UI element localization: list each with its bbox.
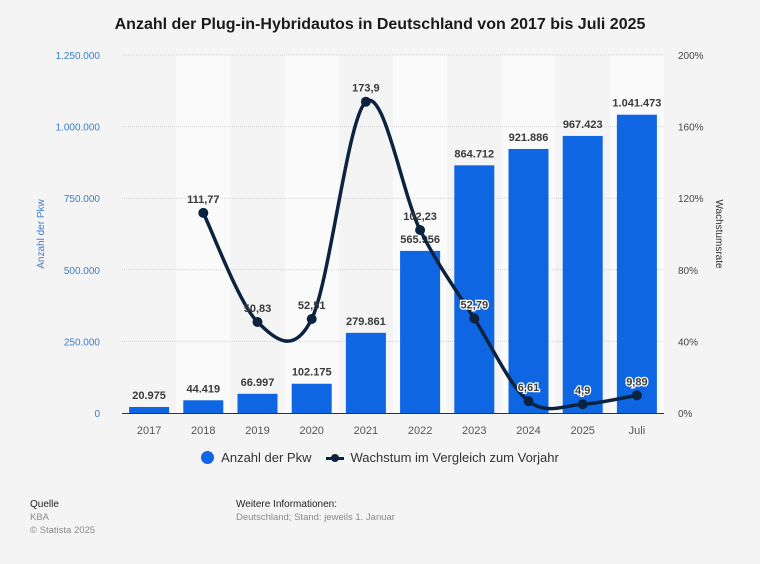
- bar-value-label: 864.712: [454, 148, 494, 160]
- growth-point: [577, 399, 588, 410]
- bar-value-label: 921.886: [509, 132, 549, 144]
- x-tick-label: 2020: [299, 425, 323, 437]
- growth-point: [360, 96, 371, 107]
- x-tick-label: 2021: [354, 425, 378, 437]
- y2-tick-label: 120%: [678, 194, 704, 205]
- legend-item-bars[interactable]: Anzahl der Pkw: [201, 450, 312, 465]
- x-tick-label: 2025: [570, 425, 594, 437]
- growth-point: [469, 313, 480, 324]
- info-heading: Weitere Informationen:: [236, 499, 337, 510]
- bar-value-label: 967.423: [563, 119, 603, 131]
- info-text: Deutschland; Stand: jeweils 1. Januar: [236, 512, 395, 523]
- growth-value-label: 111,77: [187, 194, 219, 206]
- legend-bar-label: Anzahl der Pkw: [221, 450, 312, 465]
- growth-value-label: 6,61: [518, 382, 539, 394]
- bar: [562, 135, 603, 413]
- info-block: Weitere Informationen: Deutschland; Stan…: [236, 498, 395, 524]
- bar: [454, 165, 495, 413]
- x-tick-label: 2024: [516, 425, 540, 437]
- growth-value-label: 9,89: [626, 376, 647, 388]
- x-tick-label: 2018: [191, 425, 215, 437]
- x-tick-label: 2023: [462, 425, 486, 437]
- bar-value-label: 279.861: [346, 316, 386, 328]
- legend-line-label: Wachstum im Vergleich zum Vorjahr: [350, 450, 559, 465]
- bar: [508, 148, 549, 413]
- bar: [129, 406, 170, 413]
- copyright: © Statista 2025: [30, 525, 96, 536]
- y-tick-label: 1.000.000: [56, 123, 101, 134]
- y2-tick-label: 200%: [678, 51, 704, 62]
- source-heading: Quelle: [30, 499, 59, 510]
- y2-axis-title: Wachstumsrate: [713, 199, 724, 269]
- y-tick-label: 0: [94, 409, 100, 420]
- growth-point: [523, 396, 534, 407]
- bar: [400, 250, 441, 413]
- x-tick-label: 2022: [408, 425, 432, 437]
- legend: Anzahl der Pkw Wachstum im Vergleich zum…: [0, 450, 760, 465]
- growth-value-label: 4,9: [575, 385, 590, 397]
- bar: [183, 400, 224, 413]
- y-tick-label: 500.000: [64, 266, 101, 277]
- x-tick-label: Juli: [629, 425, 646, 437]
- y2-tick-label: 40%: [678, 337, 698, 348]
- y-tick-label: 750.000: [64, 194, 101, 205]
- y-tick-label: 1.250.000: [56, 51, 101, 62]
- bar-value-label: 20.975: [132, 390, 166, 402]
- growth-point: [198, 207, 209, 218]
- bar-value-label: 102.175: [292, 367, 332, 379]
- growth-value-label: 52,79: [461, 300, 489, 312]
- growth-value-label: 50,83: [244, 303, 272, 315]
- bar: [345, 332, 386, 413]
- column-band: [284, 55, 339, 413]
- bar: [237, 393, 278, 413]
- bar-value-label: 44.419: [186, 383, 220, 395]
- growth-line: [201, 98, 638, 411]
- y2-tick-label: 80%: [678, 266, 698, 277]
- bar: [616, 114, 657, 413]
- legend-item-line[interactable]: Wachstum im Vergleich zum Vorjahr: [325, 450, 559, 465]
- growth-point: [306, 314, 317, 325]
- y-axis-title: Anzahl der Pkw: [36, 198, 47, 268]
- growth-point: [415, 225, 426, 236]
- source-name: KBA: [30, 512, 50, 523]
- column-band: [176, 55, 231, 413]
- growth-value-label: 102,23: [403, 211, 437, 223]
- source-block: Quelle KBA © Statista 2025: [30, 498, 95, 537]
- bar-value-label: 565.956: [400, 234, 440, 246]
- growth-point: [252, 317, 263, 328]
- growth-value-label: 52,51: [298, 300, 326, 312]
- y-tick-label: 250.000: [64, 337, 101, 348]
- y2-tick-label: 160%: [678, 123, 704, 134]
- legend-line-marker-icon: [325, 452, 344, 464]
- legend-bar-dot-icon: [201, 451, 215, 464]
- bar: [291, 383, 332, 413]
- x-tick-label: 2019: [245, 425, 269, 437]
- x-tick-label: 2017: [137, 425, 161, 437]
- bar-value-label: 66.997: [241, 377, 275, 389]
- growth-point: [631, 390, 642, 401]
- y2-tick-label: 0%: [678, 409, 693, 420]
- growth-value-label: 173,9: [352, 83, 380, 95]
- bar-value-label: 1.041.473: [612, 98, 661, 110]
- chart-title: Anzahl der Plug-in-Hybridautos in Deutsc…: [114, 16, 646, 33]
